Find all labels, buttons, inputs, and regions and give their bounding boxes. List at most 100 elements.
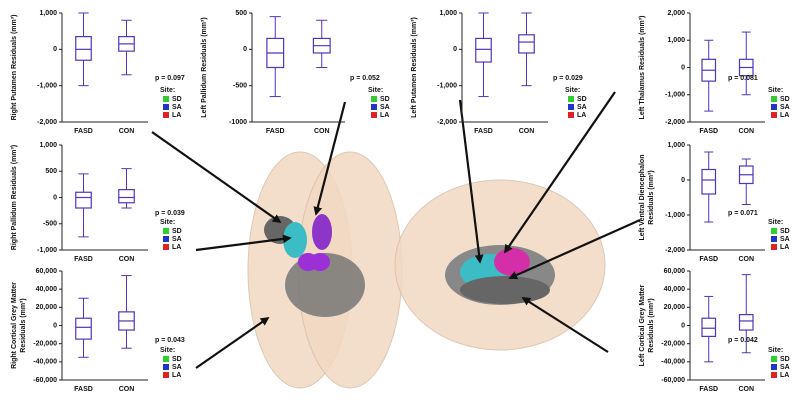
legend-label: LA	[172, 244, 181, 251]
legend-title: Site:	[768, 347, 783, 354]
legend-swatch	[771, 244, 777, 250]
legend-swatch	[371, 112, 377, 118]
legend-swatch	[163, 364, 169, 370]
y-tick-label: -1000	[229, 119, 247, 126]
p-value: p = 0.052	[350, 75, 380, 82]
y-tick-label: 40,000	[36, 286, 58, 293]
legend-swatch	[771, 356, 777, 362]
legend-title: Site:	[565, 87, 580, 94]
legend-label: SA	[172, 236, 182, 243]
y-tick-label: 20,000	[664, 304, 686, 311]
y-tick-label: 1,000	[667, 37, 685, 44]
y-tick-label: -1,000	[437, 83, 457, 90]
legend-swatch	[163, 96, 169, 102]
y-axis-label: Left Putamen Residuals (mm³)	[411, 17, 418, 118]
legend-label: LA	[577, 112, 586, 119]
box	[518, 34, 535, 54]
p-value: p = 0.043	[155, 337, 185, 344]
x-tick-label: CON	[738, 128, 754, 135]
legend-swatch	[771, 236, 777, 242]
legend-swatch	[371, 104, 377, 110]
p-value: p = 0.029	[553, 75, 583, 82]
y-tick-label: 1,000	[39, 142, 57, 149]
y-tick-label: 0	[53, 322, 57, 329]
legend-title: Site:	[160, 87, 175, 94]
y-tick-label: -2,000	[437, 119, 457, 126]
y-tick-label: 0	[681, 177, 685, 184]
y-tick-label: -2,000	[665, 119, 685, 126]
y-tick-label: 40,000	[664, 286, 686, 293]
p-value: p = 0.071	[728, 210, 758, 217]
x-tick-label: FASD	[474, 128, 493, 135]
y-tick-label: -2,000	[37, 119, 57, 126]
legend-label: SD	[380, 96, 390, 103]
y-tick-label: -1,000	[665, 212, 685, 219]
y-tick-label: 500	[235, 10, 247, 17]
y-axis-label: Residuals (mm³)	[20, 298, 27, 352]
y-tick-label: -20,000	[33, 341, 57, 348]
y-tick-label: 20,000	[36, 304, 58, 311]
legend-label: LA	[172, 112, 181, 119]
legend-swatch	[163, 236, 169, 242]
legend-title: Site:	[768, 219, 783, 226]
box	[75, 317, 92, 340]
y-tick-label: -500	[233, 83, 247, 90]
y-axis-label: Residuals (mm³)	[648, 170, 655, 224]
legend-label: LA	[780, 112, 789, 119]
y-tick-label: -1,000	[37, 247, 57, 254]
x-tick-label: FASD	[699, 128, 718, 135]
legend-swatch	[568, 112, 574, 118]
y-axis-label: Residuals (mm³)	[648, 298, 655, 352]
legend-swatch	[568, 104, 574, 110]
box	[701, 317, 717, 338]
legend-title: Site:	[160, 347, 175, 354]
legend-label: SD	[172, 356, 182, 363]
legend-title: Site:	[368, 87, 383, 94]
p-value: p = 0.097	[155, 75, 185, 82]
box	[75, 191, 92, 209]
legend-label: SA	[172, 104, 182, 111]
y-tick-label: -500	[43, 221, 57, 228]
legend-swatch	[568, 96, 574, 102]
legend-swatch	[163, 228, 169, 234]
y-tick-label: 500	[45, 168, 57, 175]
legend-swatch	[163, 372, 169, 378]
legend-label: LA	[780, 244, 789, 251]
y-tick-label: 1,000	[439, 10, 457, 17]
legend-label: LA	[172, 372, 181, 379]
y-tick-label: 60,000	[664, 268, 686, 275]
legend-label: SA	[577, 104, 587, 111]
legend-label: LA	[780, 372, 789, 379]
legend-label: SA	[780, 236, 790, 243]
y-tick-label: 0	[53, 46, 57, 53]
legend-swatch	[163, 244, 169, 250]
y-tick-label: -60,000	[33, 377, 57, 384]
legend-label: SA	[380, 104, 390, 111]
y-axis-label: Left Cortical Grey Matter	[639, 284, 646, 366]
legend-swatch	[771, 372, 777, 378]
legend-swatch	[771, 364, 777, 370]
y-tick-label: -40,000	[33, 359, 57, 366]
y-tick-label: 0	[681, 322, 685, 329]
y-tick-label: 2,000	[667, 10, 685, 17]
legend-label: SA	[780, 104, 790, 111]
y-tick-label: 1,000	[667, 142, 685, 149]
y-tick-label: -60,000	[661, 377, 685, 384]
legend-title: Site:	[768, 87, 783, 94]
x-tick-label: CON	[519, 128, 535, 135]
legend-title: Site:	[160, 219, 175, 226]
x-tick-label: CON	[738, 386, 754, 393]
x-tick-label: FASD	[74, 386, 93, 393]
x-tick-label: CON	[119, 128, 135, 135]
legend-label: SD	[172, 96, 182, 103]
box	[475, 37, 492, 63]
y-axis-label: Right Cortical Grey Matter	[11, 282, 18, 369]
x-tick-label: FASD	[74, 128, 93, 135]
y-tick-label: 0	[681, 64, 685, 71]
x-tick-label: FASD	[74, 256, 93, 263]
y-axis-label: Left Pallidum Residuals (mm³)	[201, 17, 208, 117]
box	[738, 314, 754, 331]
legend-swatch	[771, 112, 777, 118]
y-tick-label: -1,000	[665, 92, 685, 99]
